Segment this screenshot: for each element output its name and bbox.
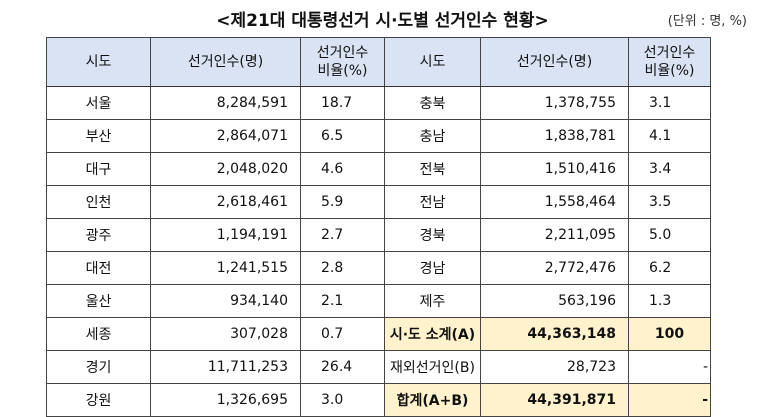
voters-cell: 563,196 (480, 284, 629, 318)
rate-cell: 4.1 (628, 119, 711, 153)
region-cell: 경기 (46, 350, 151, 384)
header-voters-2: 선거인수(명) (480, 37, 629, 87)
table-row: 부산 2,864,071 6.5 충남 1,838,781 4.1 (46, 119, 711, 153)
table-row: 대전 1,241,515 2.8 경남 2,772,476 6.2 (46, 251, 711, 285)
rate-cell: 2.1 (300, 284, 385, 318)
rate-cell: 5.0 (628, 218, 711, 252)
voters-cell: 1,378,755 (480, 86, 629, 120)
region-cell: 광주 (46, 218, 151, 252)
rate-cell: 5.9 (300, 185, 385, 219)
region-cell: 경북 (384, 218, 481, 252)
voters-cell: 1,326,695 (150, 383, 301, 417)
voters-cell: 307,028 (150, 317, 301, 351)
region-cell: 대구 (46, 152, 151, 186)
header-rate-2-line2: 비율(%) (644, 63, 695, 79)
region-cell: 제주 (384, 284, 481, 318)
rate-cell: 4.6 (300, 152, 385, 186)
rate-cell: 2.7 (300, 218, 385, 252)
subtotal-label-cell: 시·도 소계(A) (384, 317, 481, 351)
rate-cell: 0.7 (300, 317, 385, 351)
rate-cell: 3.0 (300, 383, 385, 417)
voters-cell: 2,048,020 (150, 152, 301, 186)
region-cell: 전남 (384, 185, 481, 219)
region-cell: 인천 (46, 185, 151, 219)
rate-cell: 3.5 (628, 185, 711, 219)
region-cell: 대전 (46, 251, 151, 285)
overseas-voters-cell: 28,723 (480, 350, 629, 384)
region-cell: 세종 (46, 317, 151, 351)
rate-cell: 3.4 (628, 152, 711, 186)
region-cell: 울산 (46, 284, 151, 318)
rate-cell: 1.3 (628, 284, 711, 318)
voters-cell: 2,864,071 (150, 119, 301, 153)
header-region: 시도 (46, 37, 151, 87)
total-label-cell: 합계(A+B) (384, 383, 481, 417)
total-rate-cell: - (628, 383, 711, 417)
region-cell: 전북 (384, 152, 481, 186)
header-region-2: 시도 (384, 37, 481, 87)
table-row: 인천 2,618,461 5.9 전남 1,558,464 3.5 (46, 185, 711, 219)
voters-cell: 1,558,464 (480, 185, 629, 219)
header-voters: 선거인수(명) (150, 37, 301, 87)
region-cell: 충남 (384, 119, 481, 153)
voters-cell: 8,284,591 (150, 86, 301, 120)
region-cell: 충북 (384, 86, 481, 120)
region-cell: 서울 (46, 86, 151, 120)
overseas-rate-cell: - (628, 350, 711, 384)
voters-cell: 934,140 (150, 284, 301, 318)
table-row: 광주 1,194,191 2.7 경북 2,211,095 5.0 (46, 218, 711, 252)
voters-cell: 2,211,095 (480, 218, 629, 252)
region-cell: 강원 (46, 383, 151, 417)
table-row: 대구 2,048,020 4.6 전북 1,510,416 3.4 (46, 152, 711, 186)
rate-cell: 3.1 (628, 86, 711, 120)
table-row: 강원 1,326,695 3.0 합계(A+B) 44,391,871 - (46, 383, 711, 417)
rate-cell: 6.2 (628, 251, 711, 285)
table-row: 경기 11,711,253 26.4 재외선거인(B) 28,723 - (46, 350, 711, 384)
table-row: 서울 8,284,591 18.7 충북 1,378,755 3.1 (46, 86, 711, 120)
subtotal-rate-cell: 100 (628, 317, 711, 351)
voters-cell: 1,838,781 (480, 119, 629, 153)
region-cell: 경남 (384, 251, 481, 285)
table-row: 세종 307,028 0.7 시·도 소계(A) 44,363,148 100 (46, 317, 711, 351)
voters-cell: 11,711,253 (150, 350, 301, 384)
header-rate-line2: 비율(%) (317, 63, 368, 79)
voters-cell: 2,772,476 (480, 251, 629, 285)
voters-cell: 2,618,461 (150, 185, 301, 219)
voters-cell: 1,194,191 (150, 218, 301, 252)
rate-cell: 18.7 (300, 86, 385, 120)
voters-cell: 1,241,515 (150, 251, 301, 285)
unit-label: (단위 : 명, %) (667, 14, 747, 29)
total-voters-cell: 44,391,871 (480, 383, 629, 417)
subtotal-voters-cell: 44,363,148 (480, 317, 629, 351)
voters-cell: 1,510,416 (480, 152, 629, 186)
table-row: 울산 934,140 2.1 제주 563,196 1.3 (46, 284, 711, 318)
overseas-label-cell: 재외선거인(B) (384, 350, 481, 384)
rate-cell: 2.8 (300, 251, 385, 285)
header-rate-2-line1: 선거인수 (643, 45, 696, 61)
rate-cell: 26.4 (300, 350, 385, 384)
header-rate-line1: 선거인수 (316, 45, 369, 61)
rate-cell: 6.5 (300, 119, 385, 153)
page-title: <제21대 대통령선거 시·도별 선거인수 현황> (216, 11, 549, 31)
region-cell: 부산 (46, 119, 151, 153)
